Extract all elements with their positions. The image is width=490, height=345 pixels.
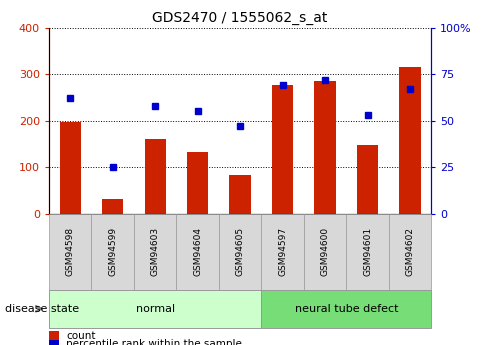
Text: percentile rank within the sample: percentile rank within the sample — [66, 339, 242, 345]
Text: normal: normal — [136, 304, 175, 314]
Bar — [187, 152, 208, 214]
Bar — [399, 67, 420, 214]
Text: disease state: disease state — [5, 304, 79, 314]
Text: GSM94601: GSM94601 — [363, 227, 372, 276]
Text: count: count — [66, 331, 96, 341]
Text: GSM94599: GSM94599 — [108, 227, 117, 276]
Bar — [102, 198, 123, 214]
Text: GSM94604: GSM94604 — [193, 227, 202, 276]
Text: neural tube defect: neural tube defect — [294, 304, 398, 314]
Text: GSM94603: GSM94603 — [150, 227, 160, 276]
Bar — [315, 81, 336, 214]
Bar — [60, 122, 81, 214]
Text: GSM94597: GSM94597 — [278, 227, 287, 276]
Text: GSM94598: GSM94598 — [66, 227, 75, 276]
Text: GSM94605: GSM94605 — [236, 227, 245, 276]
Text: GSM94600: GSM94600 — [320, 227, 330, 276]
Bar — [357, 145, 378, 214]
Title: GDS2470 / 1555062_s_at: GDS2470 / 1555062_s_at — [152, 11, 328, 25]
Bar — [229, 175, 251, 214]
Text: GSM94602: GSM94602 — [405, 227, 415, 276]
Bar — [145, 139, 166, 214]
Bar — [272, 85, 293, 214]
